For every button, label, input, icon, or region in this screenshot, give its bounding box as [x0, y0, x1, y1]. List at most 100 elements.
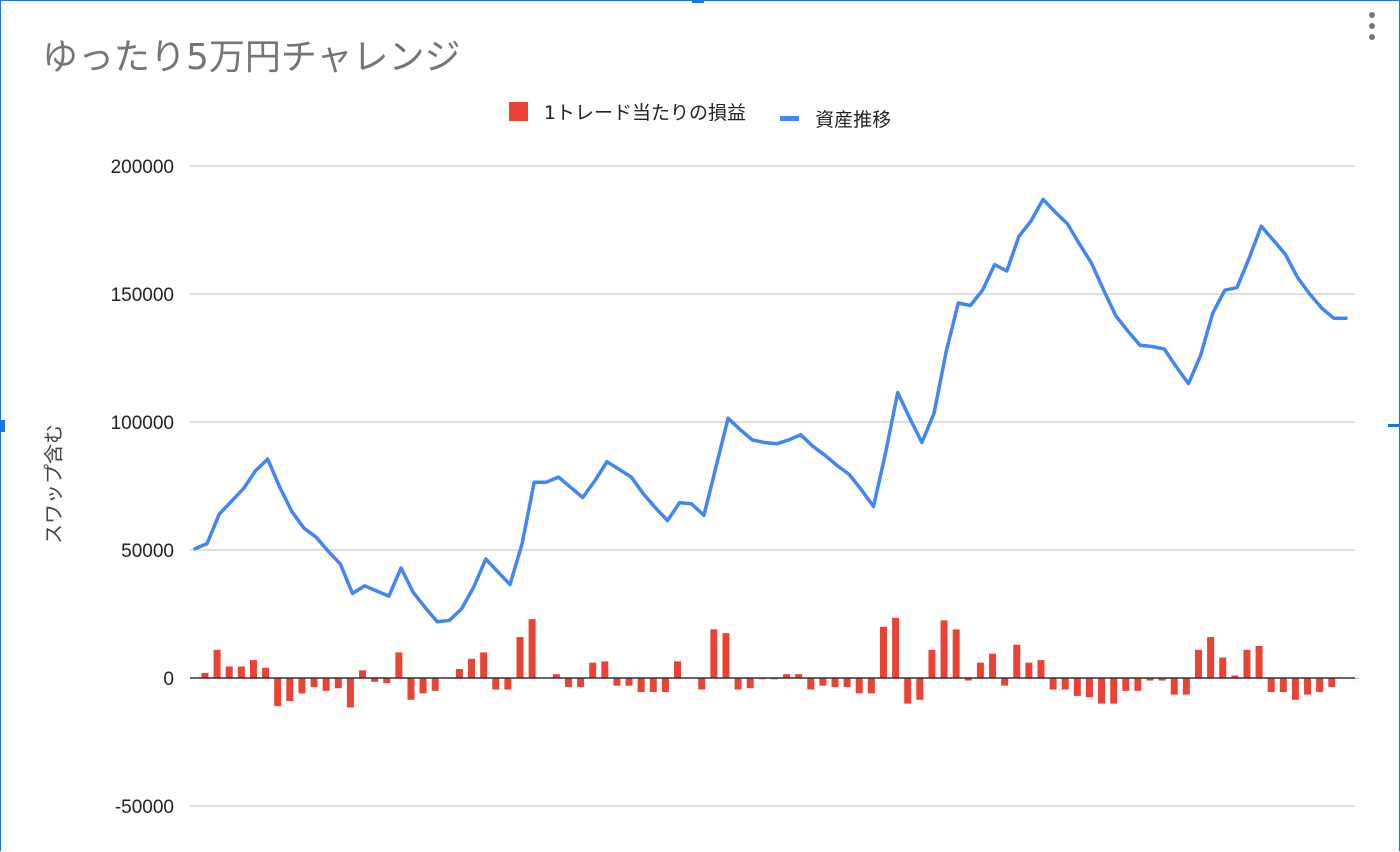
resize-handle-top[interactable] — [692, 0, 704, 3]
legend-swatch-line — [780, 116, 800, 121]
bar[interactable] — [976, 662, 984, 678]
bar[interactable] — [286, 678, 294, 702]
bar[interactable] — [1291, 678, 1299, 700]
bar[interactable] — [310, 678, 318, 687]
bar[interactable] — [1255, 646, 1263, 678]
bar[interactable] — [795, 674, 803, 678]
bar[interactable] — [249, 660, 257, 678]
bar[interactable] — [916, 678, 924, 700]
bar[interactable] — [710, 629, 718, 678]
bar[interactable] — [322, 678, 330, 691]
bar[interactable] — [940, 620, 948, 678]
y-tick-label: 200000 — [111, 157, 174, 178]
legend-item-line[interactable]: 資産推移 — [780, 105, 891, 132]
bar[interactable] — [904, 678, 912, 704]
bar[interactable] — [1207, 637, 1215, 678]
bar[interactable] — [201, 672, 209, 678]
legend-item-bar[interactable]: 1トレード当たりの損益 — [508, 98, 746, 125]
bar[interactable] — [1158, 678, 1166, 681]
bar[interactable] — [1001, 678, 1009, 686]
bar[interactable] — [1134, 678, 1142, 691]
bar[interactable] — [298, 678, 306, 694]
bar[interactable] — [1025, 662, 1033, 678]
bar[interactable] — [1146, 678, 1154, 681]
bar[interactable] — [746, 678, 754, 689]
bar[interactable] — [371, 678, 379, 682]
bar[interactable] — [1328, 678, 1336, 687]
bar[interactable] — [1061, 678, 1069, 690]
bar[interactable] — [867, 678, 875, 694]
bar[interactable] — [225, 666, 233, 678]
resize-handle-right[interactable] — [1388, 424, 1400, 427]
bar[interactable] — [346, 678, 354, 708]
bar[interactable] — [1352, 678, 1360, 679]
bar[interactable] — [359, 670, 367, 678]
bar[interactable] — [455, 669, 463, 678]
bar[interactable] — [492, 678, 500, 690]
bar[interactable] — [431, 678, 439, 691]
bar[interactable] — [419, 678, 427, 694]
bar[interactable] — [528, 619, 536, 678]
bar[interactable] — [674, 661, 682, 678]
bar[interactable] — [928, 649, 936, 678]
bar[interactable] — [1049, 678, 1057, 690]
bar[interactable] — [783, 674, 791, 678]
bar[interactable] — [577, 678, 585, 687]
bar[interactable] — [468, 658, 476, 678]
series-line-asset[interactable] — [193, 197, 1348, 624]
bar[interactable] — [879, 626, 887, 678]
bar[interactable] — [395, 652, 403, 678]
bar[interactable] — [564, 678, 572, 687]
bar[interactable] — [1110, 678, 1118, 704]
bar[interactable] — [698, 678, 706, 690]
bar[interactable] — [892, 617, 900, 678]
bar[interactable] — [504, 678, 512, 690]
bar[interactable] — [334, 678, 342, 689]
bar[interactable] — [480, 652, 488, 678]
bar[interactable] — [1085, 678, 1093, 698]
bar[interactable] — [807, 678, 815, 690]
resize-handle-left[interactable] — [0, 420, 5, 432]
more-vert-icon[interactable] — [1362, 10, 1382, 42]
bar[interactable] — [1267, 678, 1275, 693]
bar[interactable] — [1243, 649, 1251, 678]
bar[interactable] — [1122, 678, 1130, 691]
bar[interactable] — [952, 629, 960, 678]
bar[interactable] — [1316, 678, 1324, 693]
bar[interactable] — [1231, 675, 1239, 678]
bar[interactable] — [1013, 644, 1021, 678]
bar[interactable] — [661, 678, 669, 693]
bar[interactable] — [1219, 657, 1227, 678]
bar[interactable] — [722, 633, 730, 678]
bar[interactable] — [855, 678, 863, 694]
bar[interactable] — [1037, 660, 1045, 678]
bar[interactable] — [637, 678, 645, 693]
bar[interactable] — [237, 666, 245, 678]
bar[interactable] — [964, 678, 972, 681]
bar[interactable] — [407, 678, 415, 700]
bar[interactable] — [649, 678, 657, 693]
bar[interactable] — [625, 678, 633, 686]
bar[interactable] — [1279, 678, 1287, 693]
bar[interactable] — [1194, 649, 1202, 678]
bar[interactable] — [213, 649, 221, 678]
bar[interactable] — [601, 661, 609, 678]
bar[interactable] — [383, 678, 391, 684]
bar[interactable] — [1073, 678, 1081, 696]
bar[interactable] — [613, 678, 621, 686]
bar[interactable] — [1304, 678, 1312, 695]
bar[interactable] — [1098, 678, 1106, 704]
bar[interactable] — [989, 653, 997, 678]
bar[interactable] — [589, 662, 597, 678]
bar[interactable] — [262, 667, 270, 678]
bar[interactable] — [843, 678, 851, 687]
y-tick-label: -50000 — [115, 797, 174, 818]
bar[interactable] — [274, 678, 282, 707]
bar[interactable] — [734, 678, 742, 690]
bar[interactable] — [1182, 678, 1190, 695]
bar[interactable] — [1170, 678, 1178, 695]
bar[interactable] — [552, 674, 560, 678]
bar[interactable] — [831, 678, 839, 687]
bar[interactable] — [516, 637, 524, 678]
bar[interactable] — [819, 678, 827, 686]
